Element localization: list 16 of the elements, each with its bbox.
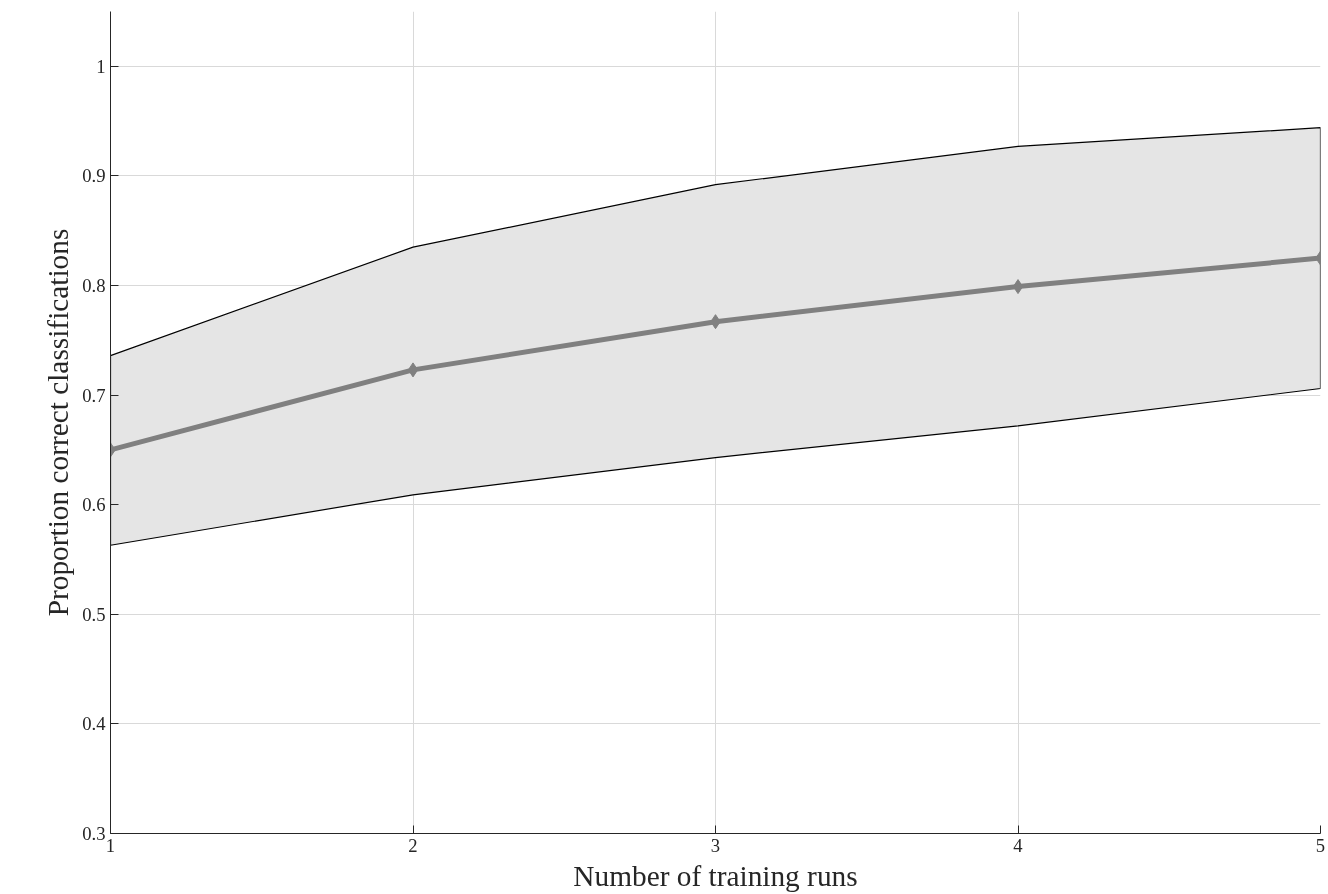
y-tick-label: 0.8 [82,275,106,296]
y-tick-label: 0.4 [82,713,107,735]
x-tick-label: 5 [1315,834,1326,856]
y-tick-label: 0.3 [82,823,106,844]
x-axis-title: Number of training runs [573,859,858,892]
x-tick-label: 2 [408,834,418,856]
x-tick-label: 4 [1013,834,1024,856]
y-tick-label: 0.9 [82,165,106,187]
y-tick-label: 1 [96,55,106,77]
y-tick-label: 0.5 [82,603,106,625]
x-tick-label: 3 [710,834,721,856]
y-tick-label: 0.7 [82,384,106,406]
point [407,362,419,378]
point [1012,279,1024,295]
y-axis-title: Proportion correct classifications [42,228,75,617]
y-tick-label: 0.6 [82,494,106,516]
